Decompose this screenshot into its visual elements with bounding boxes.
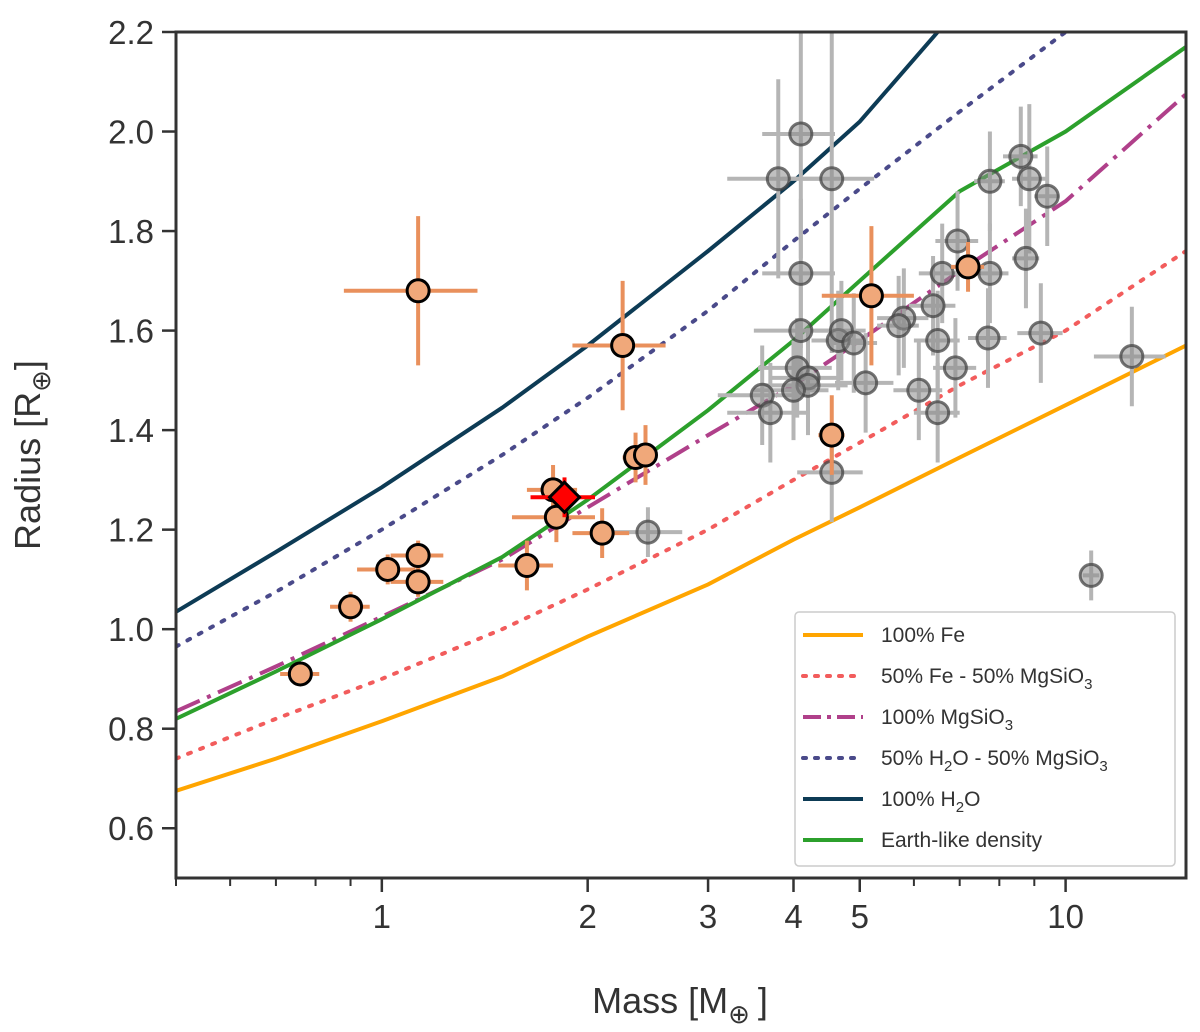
other-planet-point <box>920 293 946 319</box>
legend-label-3: 50% H2O - 50% MgSiO3 <box>881 747 1108 775</box>
other-planet-point <box>886 313 912 339</box>
highlighted-planet-point <box>819 422 845 448</box>
y-tick-label: 2.0 <box>108 114 154 151</box>
axes: 1 2 3 4 5 10 0.6 0.8 1.0 1.2 1.4 1.6 1.8 2.0 2.2 <box>108 14 1084 935</box>
highlighted-planet-point <box>589 520 615 546</box>
highlighted-planet-point <box>405 278 431 304</box>
other-planet-point <box>819 166 845 192</box>
other-planet-point <box>925 328 951 354</box>
composition-curves <box>176 32 1186 793</box>
target-planet-marker <box>547 480 582 515</box>
x-tick-label: 3 <box>699 898 717 935</box>
other-planet-point <box>635 519 661 545</box>
curve-2 <box>176 92 1186 714</box>
legend-label-1: 50% Fe - 50% MgSiO3 <box>881 665 1092 693</box>
x-tick-label: 10 <box>1047 898 1084 935</box>
other-planet-point <box>1034 183 1060 209</box>
highlighted-planet-point <box>287 661 313 687</box>
y-tick-label: 1.0 <box>108 611 154 648</box>
y-tick-label: 2.2 <box>108 14 154 51</box>
other-planet-point <box>841 330 867 356</box>
other-planet-point <box>1008 143 1034 169</box>
data-points <box>280 32 1166 687</box>
other-planets <box>609 32 1166 601</box>
highlighted-planet-point <box>338 594 364 620</box>
other-planet-point <box>929 260 955 286</box>
other-planet-point <box>788 121 814 147</box>
other-planet-point <box>977 168 1003 194</box>
x-tick-label: 5 <box>851 898 869 935</box>
x-tick-label: 1 <box>373 898 391 935</box>
other-planet-point <box>945 228 971 254</box>
legend-box <box>794 611 1176 867</box>
highlighted-planet-point <box>514 552 540 578</box>
legend-label-4: 100% H2O <box>881 788 980 816</box>
other-planet-point <box>977 260 1003 286</box>
other-planet-point <box>975 325 1001 351</box>
highlighted-planet-point <box>405 543 431 569</box>
other-planet-point <box>1016 166 1042 192</box>
highlighted-planet-point <box>375 556 401 582</box>
legend: 100% Fe 50% Fe - 50% MgSiO3 100% MgSiO3 50%… <box>794 611 1176 867</box>
other-planet-point <box>1013 245 1039 271</box>
y-tick-label: 1.4 <box>108 412 154 449</box>
other-planet-point <box>1078 562 1104 588</box>
curve-1 <box>176 249 1186 761</box>
legend-label-5: Earth-like density <box>881 829 1043 852</box>
highlighted-planets <box>280 216 985 687</box>
curve-3 <box>176 32 1068 649</box>
other-planet-point <box>788 260 814 286</box>
y-tick-label: 1.6 <box>108 313 154 350</box>
x-axis-label: Mass [M⊕] <box>592 980 768 1029</box>
other-planet-point <box>853 370 879 396</box>
x-tick-label: 4 <box>784 898 802 935</box>
other-planet-point <box>1028 320 1054 346</box>
highlighted-planet-point <box>858 283 884 309</box>
other-planet-point <box>757 400 783 426</box>
highlighted-planet-point <box>955 254 981 280</box>
y-tick-label: 1.2 <box>108 512 154 549</box>
plot-frame <box>174 30 1188 880</box>
highlighted-planet-point <box>632 442 658 468</box>
other-planet-point <box>780 377 806 403</box>
y-tick-label: 0.8 <box>108 711 154 748</box>
curve-0 <box>176 343 1186 793</box>
legend-label-0: 100% Fe <box>881 624 965 647</box>
highlighted-planet-point <box>405 569 431 595</box>
other-planet-point <box>925 400 951 426</box>
highlighted-planet-point <box>610 333 636 359</box>
other-planet-point <box>942 355 968 381</box>
target-planet <box>530 477 595 518</box>
other-planet-point <box>788 318 814 344</box>
other-planet-point <box>906 377 932 403</box>
y-tick-label: 0.6 <box>108 810 154 847</box>
x-tick-label: 2 <box>578 898 596 935</box>
legend-label-2: 100% MgSiO3 <box>881 706 1013 734</box>
y-tick-label: 1.8 <box>108 213 154 250</box>
other-planet-point <box>765 166 791 192</box>
other-planet-point <box>1119 343 1145 369</box>
y-axis-label: Radius [R⊕] <box>7 360 56 550</box>
